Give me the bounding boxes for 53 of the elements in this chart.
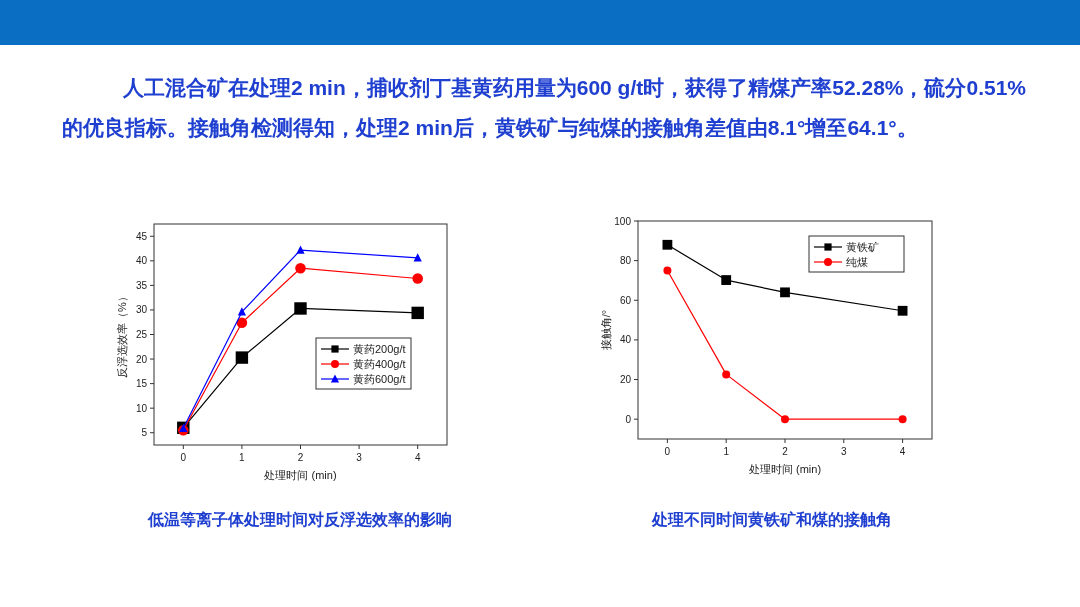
point (897, 305, 908, 316)
y-axis-title: 反浮选效率（%） (116, 291, 128, 378)
legend-label: 黄铁矿 (846, 241, 879, 253)
point (235, 351, 249, 364)
point (296, 245, 305, 254)
legend-label: 黄药200g/t (353, 343, 406, 355)
point (294, 302, 307, 315)
x-tick-label: 0 (180, 452, 187, 463)
point (411, 306, 424, 320)
x-tick-label: 2 (297, 452, 304, 463)
point (236, 317, 248, 329)
point (295, 262, 306, 274)
point (412, 273, 423, 284)
point (898, 415, 907, 424)
x-axis-title: 处理时间 (min) (748, 463, 822, 475)
y-tick-label: 15 (135, 378, 148, 390)
point (722, 370, 731, 379)
y-tick-label: 30 (135, 304, 148, 316)
legend-label: 纯煤 (846, 256, 868, 268)
y-tick-label: 100 (614, 215, 632, 227)
y-tick-label: 45 (135, 230, 148, 242)
x-tick-label: 0 (664, 446, 671, 457)
point (781, 415, 789, 424)
y-tick-label: 40 (135, 255, 148, 267)
y-tick-label: 25 (135, 329, 148, 340)
y-tick-label: 35 (135, 279, 148, 291)
y-tick-label: 20 (135, 353, 148, 365)
point (237, 307, 246, 316)
x-tick-label: 2 (782, 446, 789, 457)
legend-label: 黄药400g/t (353, 358, 406, 370)
x-tick-label: 1 (723, 446, 730, 457)
x-tick-label: 1 (239, 452, 246, 463)
point (662, 239, 673, 250)
y-tick-label: 10 (135, 402, 148, 414)
legend-label: 黄药600g/t (353, 373, 406, 385)
y-tick-label: 5 (141, 427, 148, 439)
point (721, 275, 732, 285)
text: 人工混合矿在处理2 min，捕收剂丁基黄药用量为600 g/t时，获得了精煤产率52.28%，硫分0.51%的优良指标。接触角检测得知，处理2 min后，黄铁矿与纯煤的接触角差值由8.1°增至64.1°。 (62, 75, 1027, 141)
x-tick-label: 4 (899, 446, 906, 457)
x-axis-title: 处理时间 (min) (264, 469, 337, 481)
y-tick-label: 40 (619, 334, 632, 346)
y-axis-title: 接触角/° (600, 309, 612, 351)
x-tick-label: 3 (356, 452, 363, 463)
y-tick-label: 0 (625, 413, 632, 425)
y-tick-label: 80 (619, 255, 632, 267)
x-tick-label: 4 (414, 452, 421, 463)
text: 处理不同时间黄铁矿和煤的接触角 (651, 511, 892, 528)
x-tick-label: 3 (841, 446, 848, 457)
y-tick-label: 20 (619, 374, 632, 386)
point (663, 266, 672, 275)
text: 低温等离子体处理时间对反浮选效率的影响 (147, 510, 452, 528)
point (780, 287, 790, 298)
y-tick-label: 60 (619, 294, 632, 306)
